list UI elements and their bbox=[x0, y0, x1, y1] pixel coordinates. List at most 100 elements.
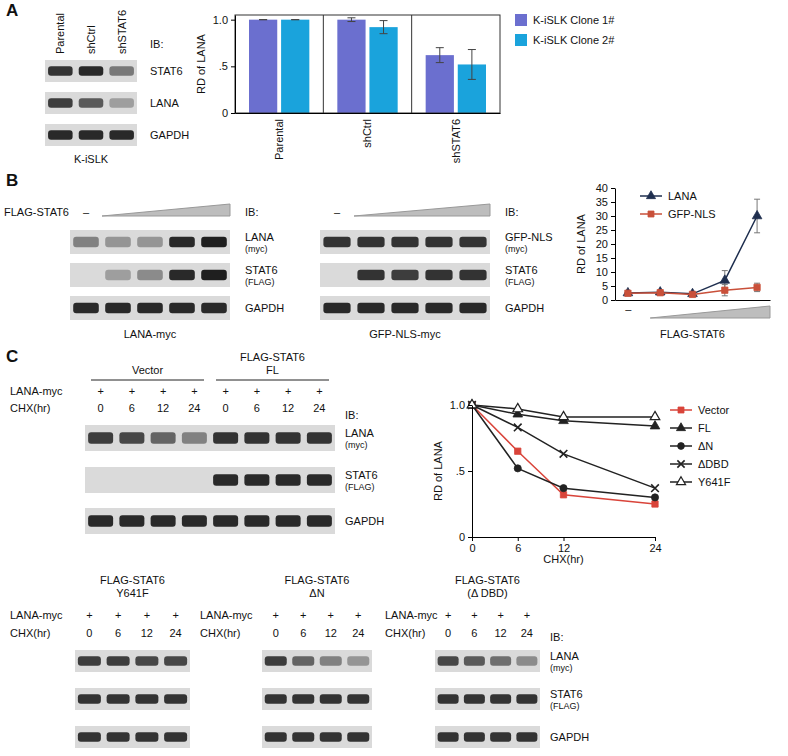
tick: 1.0 bbox=[450, 399, 472, 411]
blot-strip bbox=[210, 467, 335, 493]
axis-line bbox=[616, 300, 771, 301]
tick: shSTAT6 bbox=[450, 113, 462, 163]
axis-line bbox=[615, 189, 616, 301]
band bbox=[73, 270, 99, 281]
tick-mark bbox=[472, 537, 473, 541]
band bbox=[78, 694, 101, 704]
group-separator bbox=[323, 15, 324, 113]
band bbox=[78, 656, 101, 666]
tick-label: .5 bbox=[219, 60, 228, 72]
tick-mark bbox=[468, 537, 472, 538]
treatment-value: + bbox=[300, 609, 306, 621]
treatment-label: CHX(hr) bbox=[10, 402, 50, 414]
band bbox=[151, 432, 176, 443]
treatment-value: 12 bbox=[325, 627, 337, 639]
axis-title: FLAG-STAT6 bbox=[660, 328, 725, 340]
band bbox=[276, 474, 301, 485]
error-line bbox=[439, 48, 440, 63]
tick-label: shSTAT6 bbox=[450, 119, 462, 163]
error-line bbox=[347, 17, 355, 18]
band bbox=[438, 732, 459, 742]
bar bbox=[337, 20, 365, 113]
row-sublabel: (FLAG) bbox=[245, 277, 275, 287]
band bbox=[347, 732, 369, 742]
band bbox=[105, 270, 131, 281]
treatment-value: 24 bbox=[170, 627, 182, 639]
band bbox=[391, 237, 418, 248]
tick: shCtrl bbox=[361, 113, 373, 148]
legend-label: GFP-NLS bbox=[668, 208, 716, 220]
error-bar bbox=[291, 19, 299, 20]
legend-marker bbox=[648, 211, 654, 217]
axis-title: RD of LANA bbox=[575, 213, 587, 274]
band bbox=[119, 474, 144, 485]
band bbox=[307, 432, 332, 443]
band bbox=[292, 656, 314, 666]
point bbox=[752, 210, 762, 218]
group-line bbox=[216, 380, 329, 381]
point bbox=[559, 411, 569, 419]
treatment-value: + bbox=[328, 609, 334, 621]
band bbox=[323, 270, 350, 281]
blot-strip bbox=[45, 92, 137, 114]
point bbox=[650, 411, 660, 419]
treatment-label: LANA-myc bbox=[10, 609, 63, 621]
legend-label: ΔN bbox=[698, 440, 713, 452]
group-separator bbox=[411, 15, 412, 113]
legend-label: Y641F bbox=[698, 476, 731, 488]
band bbox=[292, 694, 314, 704]
blot-strip bbox=[45, 60, 137, 82]
tick-label: 1.0 bbox=[213, 14, 228, 26]
tick: 1.0 bbox=[213, 14, 235, 26]
band bbox=[137, 237, 163, 248]
tick-mark bbox=[611, 300, 615, 301]
band bbox=[48, 98, 73, 108]
legend-label: ΔDBD bbox=[698, 458, 729, 470]
error-line bbox=[291, 19, 299, 20]
blot-strip bbox=[435, 726, 540, 748]
band bbox=[135, 732, 158, 742]
legend-marker bbox=[676, 477, 685, 485]
band bbox=[79, 130, 104, 140]
caption: GFP-NLS-myc bbox=[369, 328, 441, 340]
error-line bbox=[259, 19, 267, 20]
tick-label: shCtrl bbox=[361, 119, 373, 148]
band bbox=[107, 732, 130, 742]
point bbox=[722, 287, 728, 293]
band bbox=[320, 732, 342, 742]
plot-frame bbox=[235, 15, 500, 113]
band bbox=[107, 656, 130, 666]
error-line bbox=[436, 47, 444, 48]
blot-strip bbox=[262, 688, 372, 710]
tick-label: 12 bbox=[558, 542, 570, 554]
tick-label: 20 bbox=[596, 238, 608, 250]
treatment-value: + bbox=[285, 385, 291, 397]
tick: 25 bbox=[596, 224, 615, 236]
band bbox=[109, 130, 134, 140]
error-line bbox=[754, 232, 760, 233]
lane-label: Parental bbox=[54, 13, 66, 54]
band bbox=[425, 237, 452, 248]
axis: 0.51.0 bbox=[213, 14, 236, 119]
treatment-value: 24 bbox=[313, 402, 325, 414]
row-label: GAPDH bbox=[150, 129, 189, 141]
row-label: STAT6 bbox=[550, 688, 583, 700]
band bbox=[213, 474, 238, 485]
band bbox=[109, 98, 134, 108]
tick: 12 bbox=[558, 537, 570, 554]
row-label: GAPDH bbox=[245, 302, 284, 314]
band bbox=[357, 303, 384, 314]
band bbox=[265, 694, 287, 704]
treatment-value: + bbox=[355, 609, 361, 621]
series-line bbox=[472, 405, 655, 426]
plot-area bbox=[467, 399, 660, 507]
group-title: FLAG-STAT6 bbox=[285, 574, 350, 586]
error-bar bbox=[259, 19, 267, 20]
row-label: STAT6 bbox=[505, 264, 538, 276]
treatment-value: + bbox=[129, 385, 135, 397]
blot-strip bbox=[435, 688, 540, 710]
error-line bbox=[380, 33, 388, 34]
plot-area bbox=[623, 199, 762, 297]
axis-title: RD of LANA bbox=[195, 33, 207, 94]
band bbox=[292, 732, 314, 742]
